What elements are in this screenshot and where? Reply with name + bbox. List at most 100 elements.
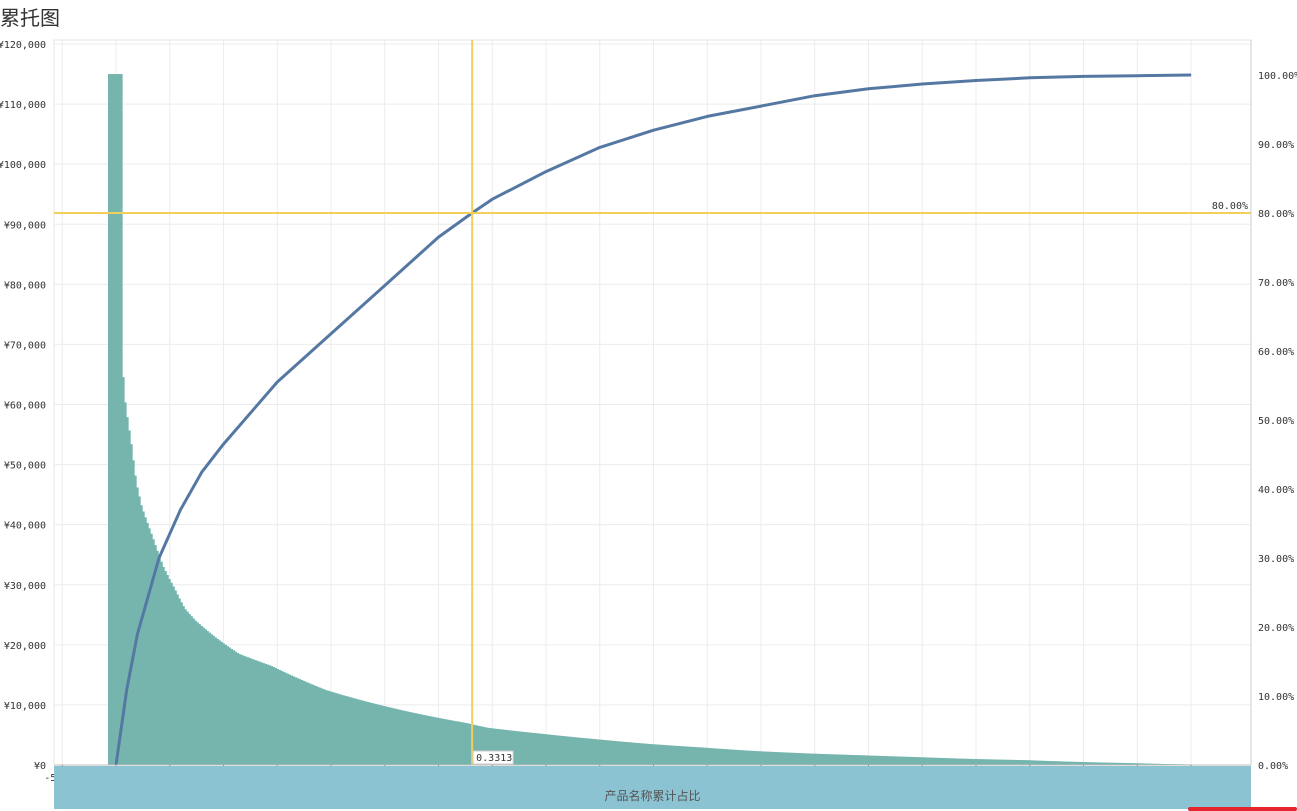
sales-bar (675, 745, 679, 765)
sales-bar (1098, 762, 1102, 765)
sales-bar (268, 665, 272, 765)
sales-bar (677, 745, 681, 765)
sales-bar (320, 688, 324, 765)
sales-bar (416, 713, 420, 765)
sales-bar (737, 750, 741, 765)
sales-bar (613, 740, 616, 765)
cumulative-point (706, 115, 708, 117)
sales-bar (1014, 759, 1018, 765)
sales-bar (426, 715, 430, 765)
sales-bar (1134, 763, 1138, 765)
sales-bar (172, 586, 175, 765)
sales-bar (667, 745, 671, 765)
sales-bar (695, 747, 699, 765)
sales-bar (440, 718, 444, 765)
sales-bar (388, 707, 392, 765)
sales-bar (665, 745, 669, 765)
sales-bar (623, 741, 627, 765)
sales-bar (571, 736, 574, 765)
sales-bar (625, 742, 629, 765)
sales-bar (635, 742, 639, 765)
sales-bar (479, 726, 482, 765)
sales-bar (499, 729, 502, 765)
left-y-tick-label: ¥70,000 (4, 340, 46, 351)
sales-bar (609, 740, 612, 765)
sales-bar (697, 747, 701, 765)
cumulative-point (599, 146, 601, 148)
sales-bar (262, 663, 266, 765)
sales-bar (420, 714, 424, 765)
sales-bar (848, 754, 851, 765)
sales-bar (446, 719, 450, 765)
sales-bar (653, 744, 657, 765)
sales-bar (132, 460, 135, 765)
right-y-tick-label: 100.00% (1258, 71, 1297, 82)
sales-bar (854, 755, 857, 765)
sales-bar (1154, 763, 1158, 765)
sales-bar (344, 695, 348, 765)
sales-bar (864, 755, 867, 765)
sales-bar (184, 609, 187, 765)
sales-bar (711, 748, 715, 765)
sales-bar (1010, 759, 1014, 765)
sales-bar (466, 723, 470, 765)
sales-bar (942, 758, 945, 765)
sales-bar (1160, 763, 1164, 765)
sales-bar (278, 669, 282, 765)
sales-bar (940, 757, 943, 765)
sales-bar (745, 750, 749, 765)
sales-bar (1136, 763, 1140, 765)
sales-bar (777, 752, 781, 765)
sales-bar (834, 754, 837, 765)
left-y-axis: ¥0 ¥10,000 ¥20,000 ¥30,000 ¥40,000 ¥50,000 ¥60… (0, 40, 46, 772)
sales-bar (827, 754, 831, 765)
sales-bar (390, 707, 394, 765)
sales-bar (150, 533, 153, 765)
sales-bar (661, 744, 665, 765)
left-y-tick-label: ¥10,000 (4, 701, 46, 712)
sales-bar (956, 758, 959, 765)
sales-bar (978, 759, 982, 765)
sales-bar (142, 511, 145, 765)
sales-bar (196, 622, 199, 765)
sales-bar (573, 737, 576, 765)
sales-bar (878, 755, 881, 765)
sales-bar (1106, 762, 1110, 765)
sales-bar (256, 660, 260, 765)
sales-bar (669, 745, 673, 765)
sales-bar (633, 742, 637, 765)
sales-bar (765, 751, 769, 765)
sales-bar (952, 758, 955, 765)
sales-bar (918, 757, 921, 765)
sales-bar (384, 706, 388, 765)
sales-bar (1058, 761, 1062, 765)
sales-bar (154, 545, 157, 765)
sales-bar (350, 697, 354, 765)
sales-bar (663, 745, 667, 765)
cumulative-point (384, 284, 386, 286)
sales-bar (318, 687, 322, 765)
sales-bar (589, 738, 592, 765)
sales-bar (402, 710, 406, 765)
sales-bar (555, 735, 558, 765)
cumulative-point (126, 688, 128, 690)
cumulative-point (1029, 77, 1031, 79)
sales-bar (511, 730, 514, 765)
sales-bar (1012, 759, 1016, 765)
sales-bar (292, 676, 296, 765)
sales-bar (805, 753, 809, 765)
sales-bar (900, 756, 903, 765)
sales-bar (998, 759, 1002, 765)
sales-bar (464, 723, 468, 765)
sales-bar (284, 672, 288, 765)
sales-bar (244, 656, 247, 765)
sales-bar (376, 704, 380, 765)
sales-bar (705, 747, 709, 765)
sales-bar (444, 719, 448, 765)
sales-bar (1102, 762, 1106, 765)
sales-bar (932, 757, 935, 765)
sales-bar (1048, 761, 1052, 765)
sales-bar (1022, 760, 1026, 765)
sales-bar (565, 736, 568, 765)
sales-bar (531, 732, 534, 765)
